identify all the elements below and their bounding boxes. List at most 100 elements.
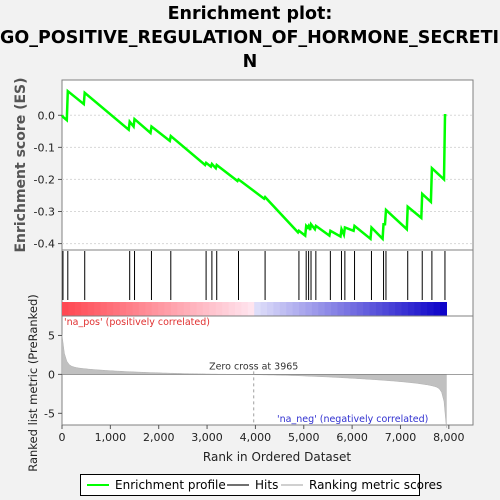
color-bar-segment xyxy=(292,302,300,316)
rank-color-bar xyxy=(62,302,448,316)
metric-y-tick-label: -5 xyxy=(44,407,55,420)
color-bar-segment xyxy=(138,302,146,316)
color-bar-segment xyxy=(407,302,415,316)
color-bar-segment xyxy=(369,302,377,316)
hit-marks xyxy=(62,251,446,300)
color-bar-segment xyxy=(113,302,121,316)
ranking-metric-area xyxy=(61,334,447,428)
color-bar-segment xyxy=(363,302,371,316)
es-y-axis: 0.0 -0.1 -0.2 -0.3 -0.4 xyxy=(34,109,62,251)
color-bar-segment xyxy=(318,302,326,316)
es-y-tick-label: -0.2 xyxy=(34,173,55,186)
color-bar-segment xyxy=(222,302,230,316)
color-bar-segment xyxy=(158,302,166,316)
legend: Enrichment profile Hits Ranking metric s… xyxy=(80,474,442,496)
es-y-tick-label: -0.1 xyxy=(34,141,55,154)
color-bar-segment xyxy=(260,302,268,316)
x-tick-label: 3,000 xyxy=(191,431,223,444)
color-bar-segment xyxy=(382,302,390,316)
color-bar-segment xyxy=(311,302,319,316)
color-bar-segment xyxy=(414,302,422,316)
color-bar-segment xyxy=(401,302,409,316)
color-bar-segment xyxy=(81,302,89,316)
color-bar-segment xyxy=(106,302,114,316)
x-tick-label: 0 xyxy=(59,431,66,444)
color-bar-segment xyxy=(331,302,339,316)
legend-label: Hits xyxy=(255,478,279,492)
es-y-tick-label: -0.3 xyxy=(34,206,55,219)
x-axis-label: Rank in Ordered Dataset xyxy=(203,450,351,464)
x-tick-label: 4,000 xyxy=(240,431,272,444)
color-bar-segment xyxy=(247,302,255,316)
color-bar-segment xyxy=(62,302,70,316)
color-bar-segment xyxy=(420,302,428,316)
x-tick-label: 6,000 xyxy=(336,431,368,444)
legend-label: Enrichment profile xyxy=(115,478,226,492)
color-bar-segment xyxy=(209,302,217,316)
color-bar-segment xyxy=(343,302,351,316)
metric-y-tick-label: 5 xyxy=(48,329,55,342)
color-bar-segment xyxy=(350,302,358,316)
color-bar-segment xyxy=(267,302,275,316)
positive-label: 'na_pos' (positively correlated) xyxy=(64,317,210,328)
color-bar-segment xyxy=(202,302,210,316)
title-line-1: Enrichment plot: xyxy=(167,4,333,24)
color-bar-segment xyxy=(324,302,332,316)
color-bar-segment xyxy=(433,302,441,316)
color-bar-segment xyxy=(94,302,102,316)
color-bar-segment xyxy=(228,302,236,316)
color-bar-segment xyxy=(87,302,95,316)
legend-swatch-hits xyxy=(227,484,249,486)
metric-y-axis: 5 0 -5 xyxy=(44,329,62,420)
color-bar-segment xyxy=(183,302,191,316)
chart-title: Enrichment plot: GO_POSITIVE_REGULATION_… xyxy=(0,2,500,74)
color-bar-segment xyxy=(145,302,153,316)
color-bar-segment xyxy=(100,302,108,316)
color-bar-segment xyxy=(190,302,198,316)
title-line-3: N xyxy=(242,52,258,72)
color-bar-segment xyxy=(395,302,403,316)
color-bar-segment xyxy=(427,302,435,316)
metric-y-axis-label: Ranked list metric (PreRanked) xyxy=(26,294,40,472)
color-bar-segment xyxy=(286,302,294,316)
legend-swatch-enrichment-profile xyxy=(87,484,109,486)
es-y-axis-label: Enrichment score (ES) xyxy=(13,77,29,252)
color-bar-segment xyxy=(305,302,313,316)
legend-swatch-ranking-metric xyxy=(281,484,303,486)
metric-panel xyxy=(61,315,474,426)
color-bar-segment xyxy=(337,302,345,316)
color-bar-segment xyxy=(215,302,223,316)
color-bar-segment xyxy=(170,302,178,316)
color-bar-segment xyxy=(273,302,281,316)
color-bar-segment xyxy=(196,302,204,316)
color-bar-segment xyxy=(119,302,127,316)
color-bar-segment xyxy=(299,302,307,316)
color-bar-segment xyxy=(177,302,185,316)
title-line-2: GO_POSITIVE_REGULATION_OF_HORMONE_SECRET… xyxy=(0,28,500,48)
color-bar-segment xyxy=(151,302,159,316)
color-bar-segment xyxy=(356,302,364,316)
color-bar-segment xyxy=(254,302,262,316)
es-gridlines xyxy=(62,114,473,245)
color-bar-segment xyxy=(164,302,172,316)
color-bar-segment xyxy=(132,302,140,316)
x-tick-label: 8,000 xyxy=(433,431,465,444)
color-bar-segment xyxy=(68,302,76,316)
x-tick-label: 1,000 xyxy=(95,431,127,444)
x-tick-label: 2,000 xyxy=(143,431,175,444)
x-tick-label: 7,000 xyxy=(385,431,417,444)
color-bar-segment xyxy=(234,302,242,316)
color-bar-segment xyxy=(74,302,82,316)
color-bar-segment xyxy=(126,302,134,316)
metric-y-tick-label: 0 xyxy=(48,368,55,381)
x-tick-label: 5,000 xyxy=(288,431,320,444)
legend-label: Ranking metric scores xyxy=(309,478,443,492)
color-bar-segment xyxy=(241,302,249,316)
color-bar-segment xyxy=(279,302,287,316)
color-bar-segment xyxy=(439,302,448,316)
zero-cross-label: Zero cross at 3965 xyxy=(209,361,298,372)
es-y-tick-label: 0.0 xyxy=(38,109,56,122)
color-bar-segment xyxy=(375,302,383,316)
negative-label: 'na_neg' (negatively correlated) xyxy=(277,414,428,425)
